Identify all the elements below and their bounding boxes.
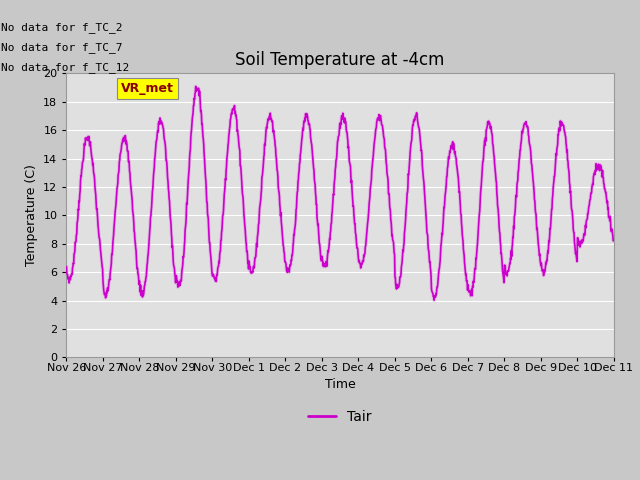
Text: No data for f_TC_7: No data for f_TC_7 — [1, 42, 122, 53]
Text: No data for f_TC_12: No data for f_TC_12 — [1, 62, 129, 73]
Y-axis label: Temperature (C): Temperature (C) — [25, 165, 38, 266]
Legend: Tair: Tair — [303, 405, 377, 430]
X-axis label: Time: Time — [324, 378, 355, 391]
Text: VR_met: VR_met — [121, 82, 174, 95]
Text: No data for f_TC_2: No data for f_TC_2 — [1, 23, 122, 33]
Title: Soil Temperature at -4cm: Soil Temperature at -4cm — [236, 51, 445, 69]
